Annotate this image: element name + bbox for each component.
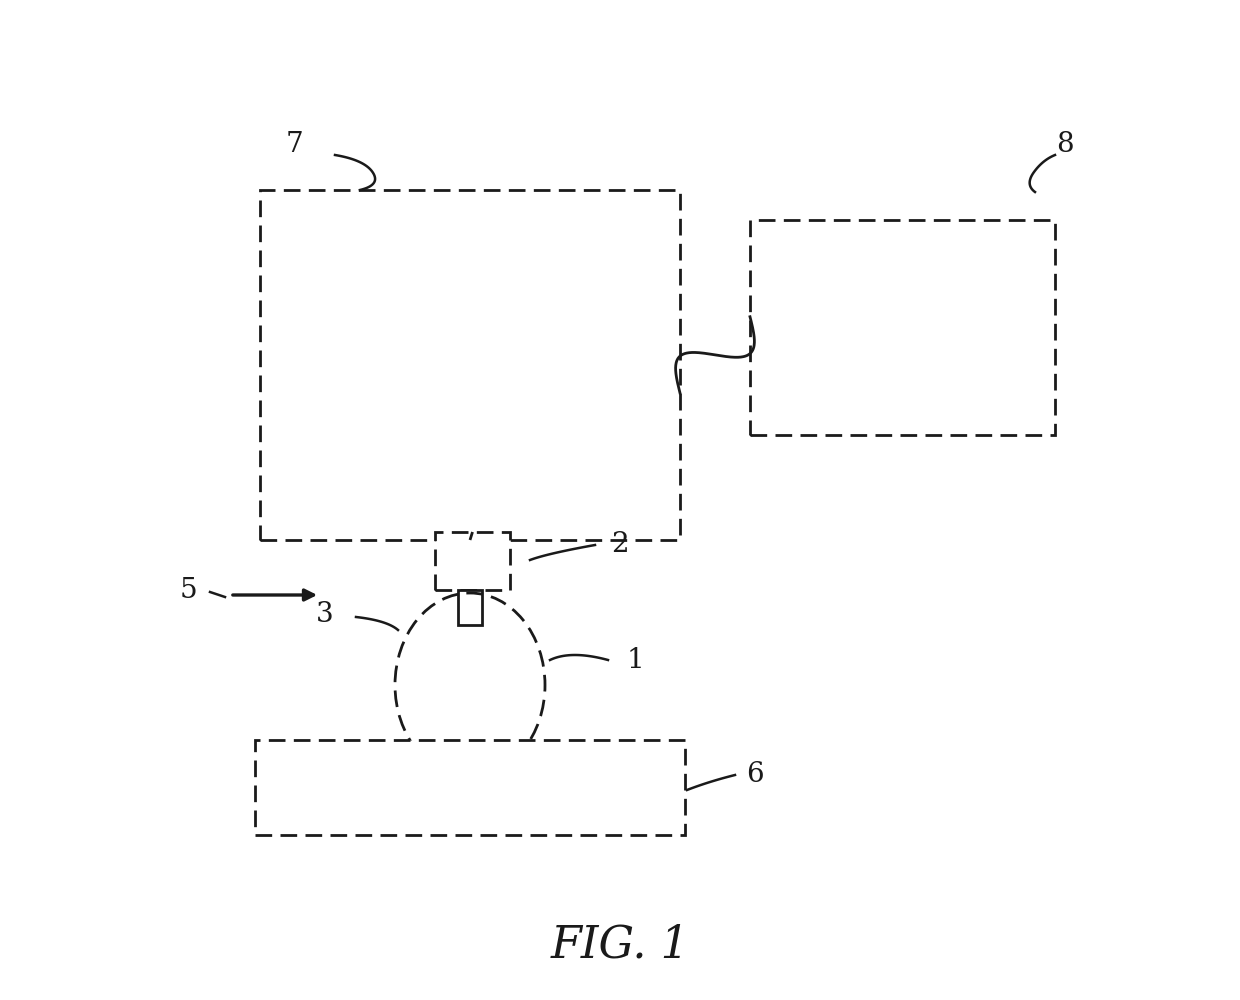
Text: 2: 2 (611, 532, 629, 558)
Bar (750, 220, 1055, 435)
Bar (458, 590, 482, 625)
Text: 8: 8 (1056, 131, 1074, 158)
Text: 5: 5 (180, 576, 197, 603)
Text: 1: 1 (626, 647, 644, 674)
Bar (435, 532, 510, 590)
Text: FIG. 1: FIG. 1 (551, 923, 689, 967)
Bar (260, 190, 680, 540)
Bar (255, 740, 684, 835)
Text: 6: 6 (746, 762, 764, 788)
Text: 7: 7 (286, 131, 304, 158)
Text: 3: 3 (316, 601, 334, 629)
